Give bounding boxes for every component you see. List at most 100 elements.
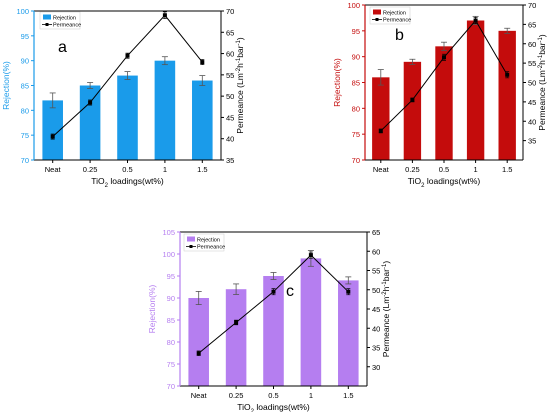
y2-tick-label: 45 — [372, 305, 380, 314]
y2-tick-label: 50 — [372, 286, 380, 295]
x-tick-label: 1.5 — [197, 165, 207, 174]
y2-tick-label: 40 — [372, 324, 380, 333]
y-tick-label: 70 — [352, 156, 360, 165]
legend-rejection-label: Rejection — [383, 11, 406, 17]
rejection-bar — [498, 30, 516, 161]
y2-axis-label-superscript: -1 — [382, 281, 388, 287]
x-tick-label: 0.5 — [122, 165, 132, 174]
y2-tick-label: 70 — [226, 7, 234, 16]
y-tick-label: 100 — [16, 7, 29, 16]
y2-axis-label-superscript: -1 — [236, 57, 242, 63]
permeance-point — [271, 289, 276, 294]
y2-axis-label-part: Permeance (Lm — [537, 70, 547, 130]
y2-tick-label: 55 — [372, 267, 380, 276]
rejection-bar — [263, 276, 284, 386]
rejection-bar — [188, 298, 209, 386]
y2-axis-label-part: ) — [537, 34, 547, 37]
y2-tick-label: 35 — [528, 137, 536, 146]
y2-axis-label-superscript: -1 — [236, 40, 242, 46]
legend-rejection-label: Rejection — [197, 238, 220, 244]
x-axis-label-part: TiO — [91, 176, 105, 186]
chart-panel-c: 70 75 80 85 90 95 100 105 30 35 40 45 50 55 60 65 Neat 0.… — [147, 228, 391, 415]
x-tick-label: 1.5 — [343, 391, 353, 400]
panel-label: a — [58, 39, 67, 56]
rejection-bar — [466, 20, 485, 160]
y-tick-label: 90 — [21, 57, 29, 66]
x-tick-label: 0.25 — [405, 165, 420, 174]
y2-tick-label: 35 — [372, 344, 380, 353]
y-tick-label: 85 — [352, 79, 360, 88]
y2-axis-label-part: bar — [381, 269, 391, 281]
y-tick-label: 75 — [167, 360, 175, 369]
permeance-point — [162, 13, 167, 18]
y2-tick-label: 60 — [528, 40, 536, 49]
panel-label: c — [286, 283, 294, 300]
rejection-bar — [300, 258, 322, 386]
y-axis-label: Rejection(%) — [147, 285, 157, 334]
y-tick-label: 85 — [21, 82, 29, 91]
y-tick-label: 70 — [21, 156, 29, 165]
permeance-point — [346, 289, 351, 294]
permeance-point — [50, 134, 55, 139]
y2-axis-label-superscript: -2 — [236, 67, 242, 73]
permeance-point — [378, 128, 383, 133]
x-tick-label: 1 — [309, 391, 313, 400]
rejection-bar — [435, 46, 453, 161]
y2-tick-label: 65 — [372, 228, 380, 237]
x-axis-label-part: TiO — [408, 176, 422, 186]
y2-axis-label-superscript: -1 — [538, 37, 544, 43]
y-tick-label: 100 — [347, 1, 360, 10]
y2-tick-label: 45 — [226, 113, 234, 122]
y-tick-label: 80 — [352, 104, 360, 113]
rejection-bar — [117, 75, 138, 160]
rejection-bar — [154, 60, 176, 160]
permeance-point — [473, 18, 478, 23]
y2-axis-label-part: bar — [537, 42, 547, 54]
y-tick-label: 95 — [21, 32, 29, 41]
y2-tick-label: 55 — [528, 59, 536, 68]
y2-tick-label: 40 — [226, 135, 234, 144]
y2-tick-label: 50 — [528, 79, 536, 88]
y2-axis-label: Permeance (Lm-2h-1bar-1) — [537, 34, 547, 131]
legend-permeance-label: Permeance — [53, 23, 81, 29]
y2-tick-label: 55 — [226, 71, 234, 80]
y-tick-label: 95 — [167, 272, 175, 281]
panel-label: b — [395, 27, 404, 44]
y2-tick-label: 35 — [226, 156, 234, 165]
y2-axis-label-part: h — [537, 60, 547, 65]
y-tick-label: 70 — [167, 382, 175, 391]
y-tick-label: 80 — [21, 106, 29, 115]
rejection-bar — [338, 280, 359, 386]
x-tick-label: 1 — [474, 165, 478, 174]
x-tick-label: 0.25 — [229, 391, 244, 400]
rejection-bar — [79, 85, 101, 160]
permeance-point — [308, 253, 313, 258]
permeance-point — [200, 60, 205, 65]
rejection-bar — [372, 77, 390, 160]
legend-rejection-swatch — [43, 14, 51, 20]
legend-permeance-marker — [375, 18, 379, 21]
y2-axis-label: Permeance (Lm-2h-1bar-1) — [235, 37, 245, 134]
permeance-point — [442, 55, 446, 60]
legend-permeance-marker — [189, 245, 193, 248]
y-tick-label: 90 — [352, 53, 360, 62]
rejection-bar — [403, 61, 422, 161]
legend-rejection-label: Rejection — [53, 16, 76, 22]
x-axis-label-subscript: 2 — [105, 183, 109, 189]
y-axis-label: Rejection(%) — [332, 58, 342, 107]
y2-tick-label: 50 — [226, 92, 234, 101]
y-tick-label: 85 — [167, 316, 175, 325]
y2-axis-label-part: ) — [235, 37, 245, 40]
x-tick-label: Neat — [45, 165, 62, 174]
y2-tick-label: 40 — [528, 117, 536, 126]
y-tick-label: 105 — [162, 228, 175, 237]
y2-axis-label-part: Permeance (Lm — [235, 73, 245, 133]
rejection-bar — [42, 100, 63, 160]
y-tick-label: 75 — [352, 130, 360, 139]
x-axis-label-part: TiO — [237, 402, 251, 412]
x-tick-label: 1.5 — [502, 165, 512, 174]
